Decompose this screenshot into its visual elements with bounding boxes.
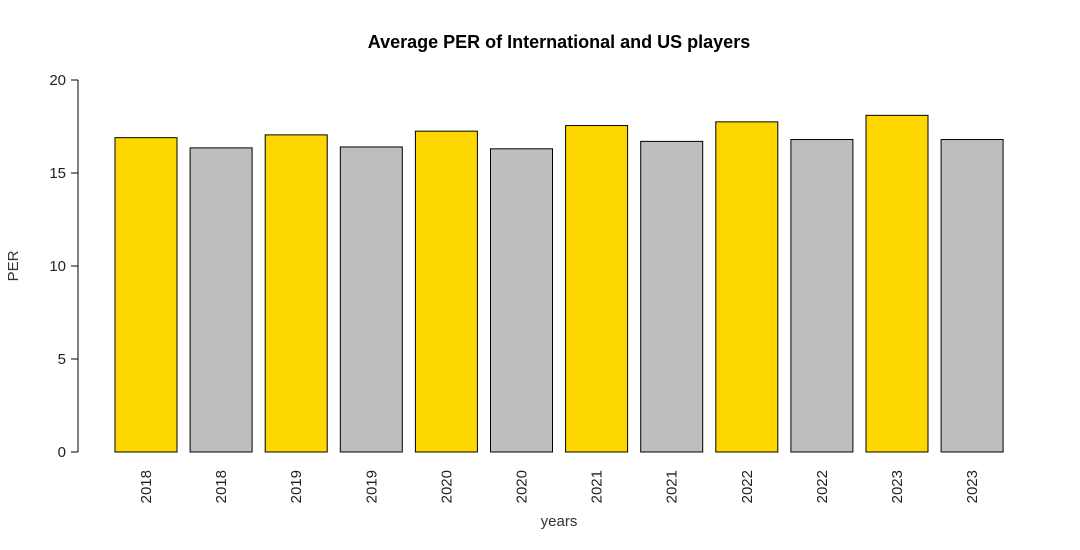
x-axis-tick-labels: 2018 2018 2019 2019 2020 2020 2021 2021 2022 2022… [138,470,981,503]
y-tick-label: 20 [49,72,66,89]
x-tick-label: 2018 [213,470,230,503]
x-tick-label: 2020 [438,470,455,503]
x-tick-label: 2021 [589,470,606,503]
y-tick-label: 0 [58,444,66,461]
bar-2020-b [490,148,553,453]
y-tick-label: 10 [49,258,66,275]
bars-group [114,114,1004,453]
chart-title: Average PER of International and US play… [368,32,750,52]
x-tick-label: 2019 [288,470,305,503]
bar-2019-b [339,146,403,453]
x-tick-label: 2021 [664,470,681,503]
x-tick-label: 2022 [739,470,756,503]
bar-2021-b [640,140,704,453]
y-tick-label: 5 [58,351,66,368]
bar-2022-b [790,139,854,453]
x-tick-label: 2023 [889,470,906,503]
y-axis-ticks: 0 5 10 15 20 [49,72,78,461]
x-tick-label: 2022 [814,470,831,503]
bar-2023-a [865,114,929,453]
bar-2022-a [715,121,779,453]
x-tick-label: 2019 [363,470,380,503]
x-tick-label: 2023 [964,470,981,503]
x-tick-label: 2020 [514,470,531,503]
x-tick-label: 2018 [138,470,155,503]
x-axis-title: years [541,513,578,530]
bar-2018-a [114,137,178,453]
bar-2023-b [940,139,1004,453]
y-tick-label: 15 [49,165,66,182]
bar-2018-b [189,147,253,453]
bar-2020-a [414,130,478,453]
y-axis-title: PER [5,250,22,281]
bar-2019-a [264,134,328,453]
bar-2021-a [565,125,629,453]
